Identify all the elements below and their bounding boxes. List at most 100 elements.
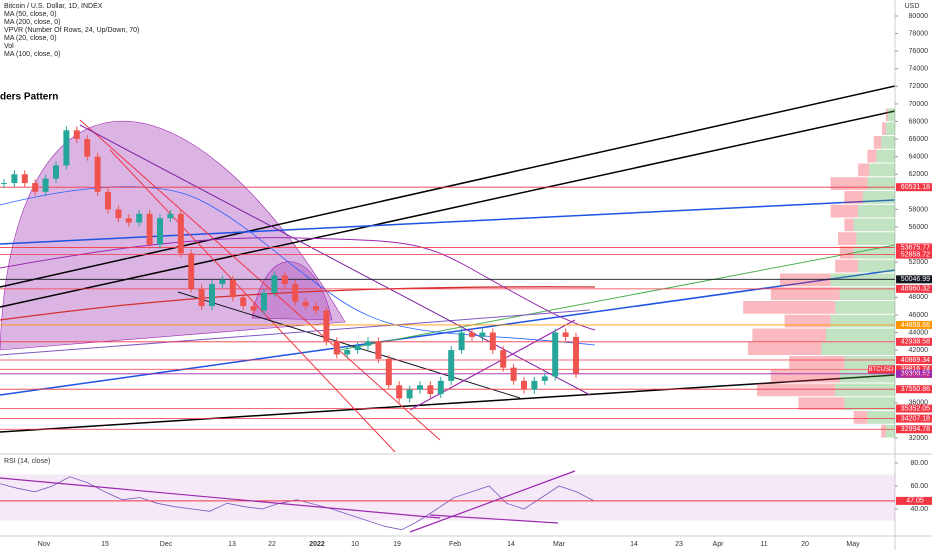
x-tick-label: 2022 [309, 541, 325, 548]
symbol-tag-label: BTCUSD [869, 367, 894, 373]
y-tick-label: 36000 [909, 400, 929, 407]
candle [188, 253, 195, 289]
candle [125, 218, 132, 223]
candle [177, 213, 184, 254]
legend-item: Vol [4, 43, 14, 50]
vpvr-down [784, 314, 831, 328]
vpvr-up [885, 122, 895, 135]
y-tick-label: 74000 [909, 66, 929, 73]
candle [271, 275, 278, 293]
y-tick-label: 56000 [909, 224, 929, 231]
vpvr-up [885, 424, 895, 438]
price-tag [896, 385, 932, 394]
vpvr-down [752, 328, 826, 342]
legend: Bitcoin / U.S. Dollar, 1D, INDEX MA (50,… [4, 3, 139, 58]
price-tag [896, 356, 932, 365]
candle [136, 213, 143, 223]
vpvr-down [830, 177, 868, 190]
vpvr-up [887, 108, 895, 122]
currency: USD [905, 3, 920, 10]
x-tick-label: 14 [507, 541, 515, 548]
x-tick-label: Nov [38, 541, 51, 548]
y-tick-label: 62000 [909, 171, 929, 178]
candle [562, 332, 569, 337]
legend-item: MA (50, close, 0) [4, 11, 57, 18]
y-tick-label: 64000 [909, 154, 929, 161]
candle [541, 376, 548, 381]
symbol-tag [868, 365, 895, 374]
price-tag [896, 414, 932, 423]
vpvr-up [844, 397, 895, 410]
candle [406, 389, 413, 399]
legend-item: Bitcoin / U.S. Dollar, 1D, INDEX [4, 3, 103, 10]
price-tag [896, 243, 932, 252]
candle [146, 213, 153, 245]
trend-line [0, 110, 896, 308]
y-tick-label: 46000 [909, 312, 929, 319]
vpvr-down [844, 218, 854, 232]
vpvr-down [881, 424, 886, 438]
price-tag-label: 50046.99 [901, 276, 930, 283]
vpvr-up [862, 191, 895, 204]
vpvr-up [835, 383, 895, 397]
vpvr-down [835, 259, 859, 273]
vpvr-up [867, 411, 895, 424]
candle [552, 332, 559, 377]
countdown: 03:51:32 [903, 373, 930, 380]
candle [354, 345, 361, 351]
vpvr-up [853, 218, 895, 232]
candle [448, 350, 455, 381]
price-tag [896, 183, 932, 192]
candle [261, 292, 267, 311]
price-tag [896, 284, 932, 293]
candle [53, 165, 59, 179]
candle [313, 306, 319, 311]
x-tick-label: May [846, 541, 860, 548]
price-tag-label: 52858.72 [901, 251, 930, 258]
candle [344, 350, 351, 355]
vpvr-up [830, 273, 895, 287]
y-tick-label: 44000 [909, 329, 929, 336]
candle [250, 306, 257, 311]
candle [417, 385, 423, 390]
vpvr-up [821, 342, 895, 355]
vpvr-down [885, 108, 888, 122]
price-tag [896, 250, 932, 259]
trend-line [409, 319, 576, 411]
price-tag [896, 425, 932, 434]
y-tick-label: 80000 [909, 13, 929, 20]
trend-line [79, 119, 441, 441]
rsi-trend [429, 514, 559, 524]
price-tag-label: 39300.53 [901, 371, 930, 378]
candle [167, 213, 174, 219]
candle [157, 218, 163, 245]
vpvr-up [876, 149, 895, 163]
candle [32, 183, 39, 192]
vpvr-up [858, 204, 895, 218]
vpvr-down [780, 273, 831, 287]
vpvr-down [798, 397, 845, 410]
candle [209, 284, 215, 307]
vpvr-down [747, 342, 822, 355]
price-tag-label: 40869.34 [901, 357, 930, 364]
candle [73, 130, 80, 140]
vpvr-down [858, 163, 870, 177]
rsi-label: RSI (14, close) [4, 458, 50, 465]
price-tag [896, 337, 932, 346]
vpvr-down [844, 191, 863, 204]
vpvr-down [770, 287, 840, 300]
y-tick-label: 52000 [909, 259, 929, 266]
trend-line [0, 309, 591, 356]
candle [11, 174, 18, 184]
price-tag-label: 39816.74 [901, 366, 930, 373]
vpvr-up [869, 163, 895, 177]
trend-line [109, 149, 396, 453]
price-tag [896, 320, 932, 329]
candle [292, 284, 299, 302]
price-tag-label: 32994.78 [901, 426, 930, 433]
rsi-trend [409, 470, 576, 533]
rsi-trend [0, 477, 441, 519]
trend-line [177, 291, 521, 399]
vpvr-down [770, 369, 840, 383]
